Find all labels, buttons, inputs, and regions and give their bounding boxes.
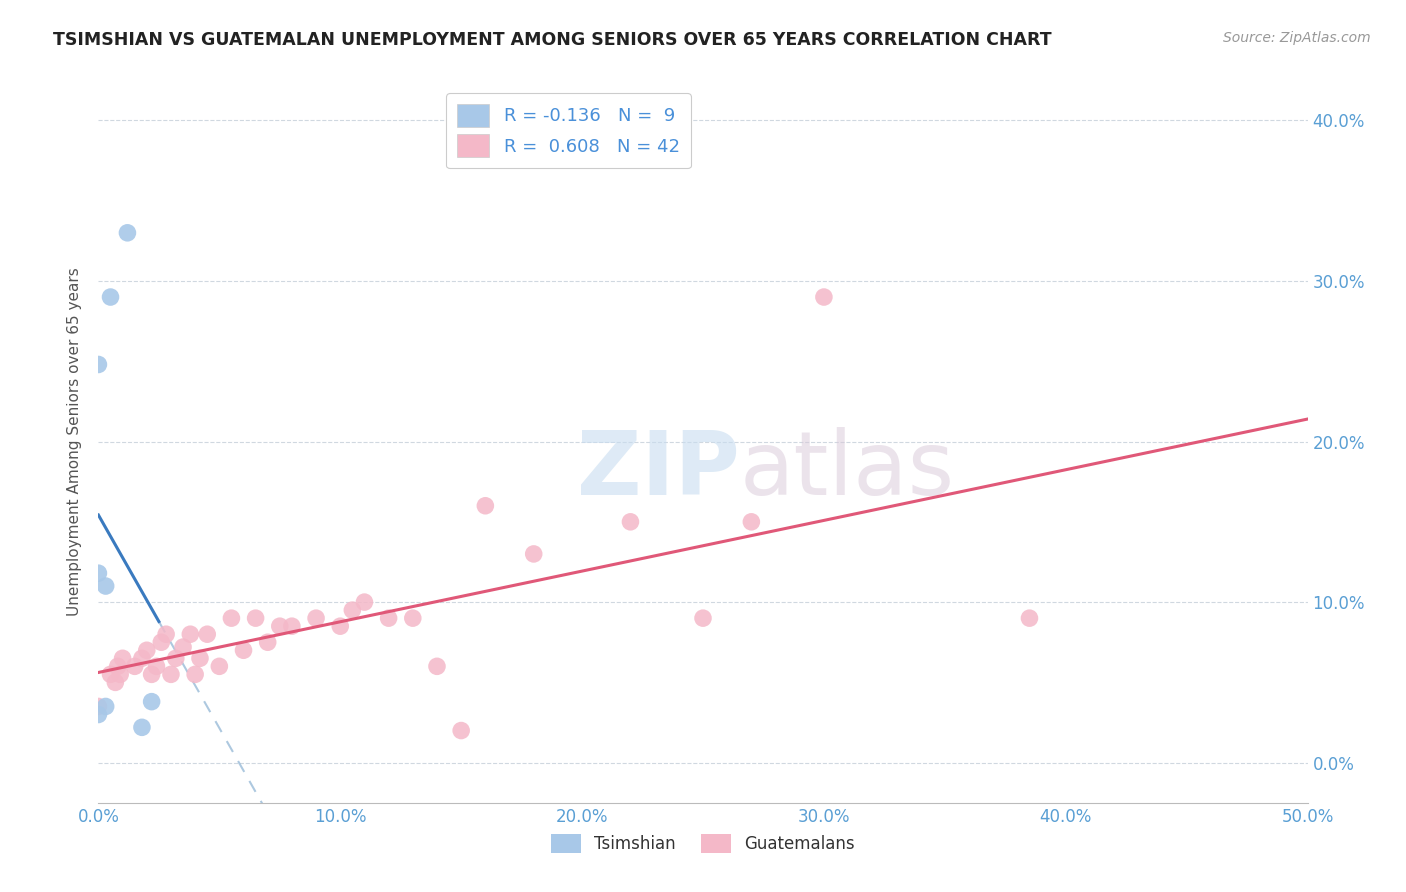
Point bbox=[172, 640, 194, 654]
Point bbox=[1018, 611, 1040, 625]
Point bbox=[740, 515, 762, 529]
Point bbox=[245, 611, 267, 625]
Point bbox=[111, 651, 134, 665]
Point bbox=[87, 358, 110, 372]
Point bbox=[342, 603, 364, 617]
Point bbox=[256, 635, 278, 649]
Legend: Tsimshian, Guatemalans: Tsimshian, Guatemalans bbox=[544, 827, 862, 860]
Point bbox=[160, 667, 183, 681]
Point bbox=[165, 651, 187, 665]
Point bbox=[221, 611, 243, 625]
Point bbox=[195, 627, 218, 641]
Point bbox=[108, 667, 131, 681]
Point bbox=[179, 627, 201, 641]
Point bbox=[426, 659, 449, 673]
Point bbox=[188, 651, 211, 665]
Point bbox=[208, 659, 231, 673]
Point bbox=[104, 675, 127, 690]
Point bbox=[269, 619, 291, 633]
Text: Source: ZipAtlas.com: Source: ZipAtlas.com bbox=[1223, 31, 1371, 45]
Point bbox=[131, 651, 153, 665]
Point bbox=[813, 290, 835, 304]
Point bbox=[474, 499, 496, 513]
Point bbox=[353, 595, 375, 609]
Point bbox=[619, 515, 641, 529]
Point bbox=[100, 290, 122, 304]
Point bbox=[305, 611, 328, 625]
Point bbox=[124, 659, 146, 673]
Text: atlas: atlas bbox=[740, 427, 955, 514]
Text: ZIP: ZIP bbox=[576, 427, 740, 514]
Point bbox=[155, 627, 177, 641]
Point bbox=[329, 619, 352, 633]
Point bbox=[100, 667, 122, 681]
Point bbox=[94, 579, 117, 593]
Point bbox=[87, 699, 110, 714]
Point bbox=[184, 667, 207, 681]
Point bbox=[377, 611, 399, 625]
Y-axis label: Unemployment Among Seniors over 65 years: Unemployment Among Seniors over 65 years bbox=[67, 268, 83, 615]
Point bbox=[107, 659, 129, 673]
Point bbox=[145, 659, 167, 673]
Point bbox=[94, 699, 117, 714]
Point bbox=[87, 707, 110, 722]
Point bbox=[523, 547, 546, 561]
Point bbox=[141, 695, 163, 709]
Point bbox=[692, 611, 714, 625]
Point bbox=[150, 635, 173, 649]
Point bbox=[117, 226, 139, 240]
Point bbox=[281, 619, 304, 633]
Point bbox=[141, 667, 163, 681]
Text: TSIMSHIAN VS GUATEMALAN UNEMPLOYMENT AMONG SENIORS OVER 65 YEARS CORRELATION CHA: TSIMSHIAN VS GUATEMALAN UNEMPLOYMENT AMO… bbox=[53, 31, 1052, 49]
Point bbox=[402, 611, 425, 625]
Point bbox=[232, 643, 254, 657]
Point bbox=[131, 720, 153, 734]
Point bbox=[450, 723, 472, 738]
Point bbox=[135, 643, 157, 657]
Point bbox=[87, 566, 110, 581]
